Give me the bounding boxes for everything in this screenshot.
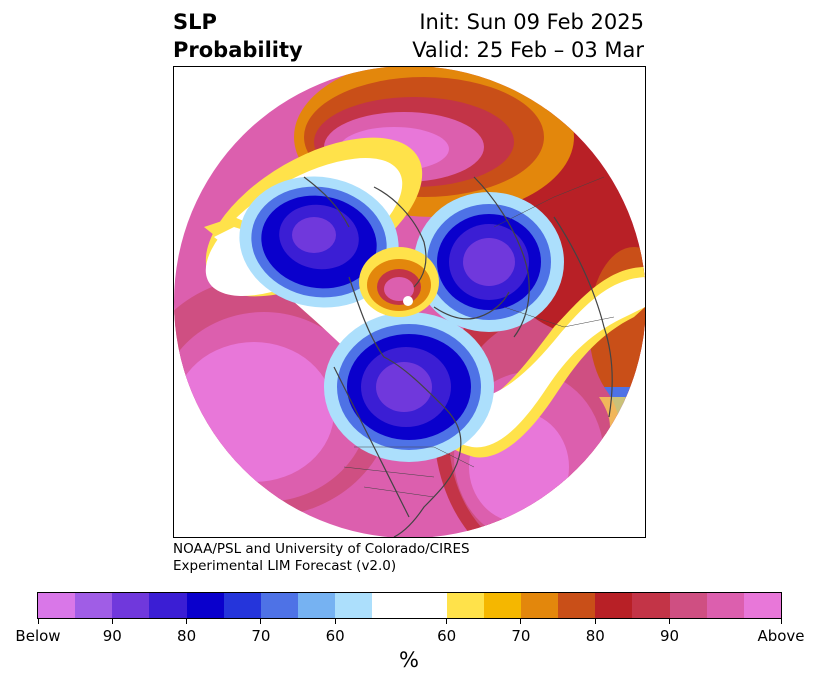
colorbar-tick [780, 618, 782, 624]
colorbar-tick-label: 60 [325, 627, 345, 645]
colorbar-segment [595, 593, 633, 618]
map-disc [174, 67, 645, 537]
colorbar-segment [483, 593, 522, 618]
colorbar-segment [372, 593, 447, 618]
colorbar-tick [594, 618, 596, 624]
colorbar-tick [334, 618, 336, 624]
colorbar-tick [260, 618, 262, 624]
init-date: Init: Sun 09 Feb 2025 [419, 10, 644, 34]
colorbar-unit: % [399, 648, 419, 672]
colorbar-segment [743, 593, 782, 618]
colorbar-segment [521, 593, 559, 618]
colorbar-segment [75, 593, 113, 618]
credit-line-1: NOAA/PSL and University of Colorado/CIRE… [173, 541, 470, 557]
valid-date-range: Valid: 25 Feb – 03 Mar [412, 38, 644, 62]
colorbar-segment [669, 593, 707, 618]
colorbar-segment [112, 593, 150, 618]
title-line-slp: SLP [173, 10, 217, 34]
colorbar-tick-label: 90 [102, 627, 122, 645]
colorbar-tick-label: 70 [511, 627, 531, 645]
colorbar-tick-label: Below [15, 627, 61, 645]
colorbar-segment [558, 593, 596, 618]
colorbar-tick [669, 618, 671, 624]
colorbar-segment [632, 593, 670, 618]
colorbar-segment [223, 593, 261, 618]
colorbar [37, 592, 782, 619]
title-line-probability: Probability [173, 38, 303, 62]
colorbar-segment [706, 593, 744, 618]
colorbar-tick [111, 618, 113, 624]
colorbar-tick [520, 618, 522, 624]
colorbar-tick [446, 618, 448, 624]
colorbar-segment [298, 593, 336, 618]
colorbar-segment [335, 593, 373, 618]
colorbar-segment [149, 593, 187, 618]
colorbar-tick-label: Above [757, 627, 805, 645]
credit: NOAA/PSL and University of Colorado/CIRE… [173, 541, 470, 575]
colorbar-segment [186, 593, 224, 618]
colorbar-tick-label: 80 [585, 627, 605, 645]
colorbar-segment [38, 593, 76, 618]
map-frame [173, 66, 646, 538]
title-right: Init: Sun 09 Feb 2025 Valid: 25 Feb – 03… [412, 8, 644, 64]
colorbar-tick-label: 80 [177, 627, 197, 645]
probability-map [174, 67, 645, 537]
colorbar-tick [186, 618, 188, 624]
colorbar-tick-label: 70 [251, 627, 271, 645]
borders [343, 176, 615, 498]
title-left: SLP Probability [173, 8, 303, 64]
credit-line-2: Experimental LIM Forecast (v2.0) [173, 558, 397, 574]
colorbar-segment [446, 593, 484, 618]
coastlines [303, 176, 613, 537]
colorbar-tick-label: 90 [660, 627, 680, 645]
colorbar-tick-label: 60 [437, 627, 457, 645]
colorbar-segment [260, 593, 299, 618]
colorbar-tick [37, 618, 39, 624]
